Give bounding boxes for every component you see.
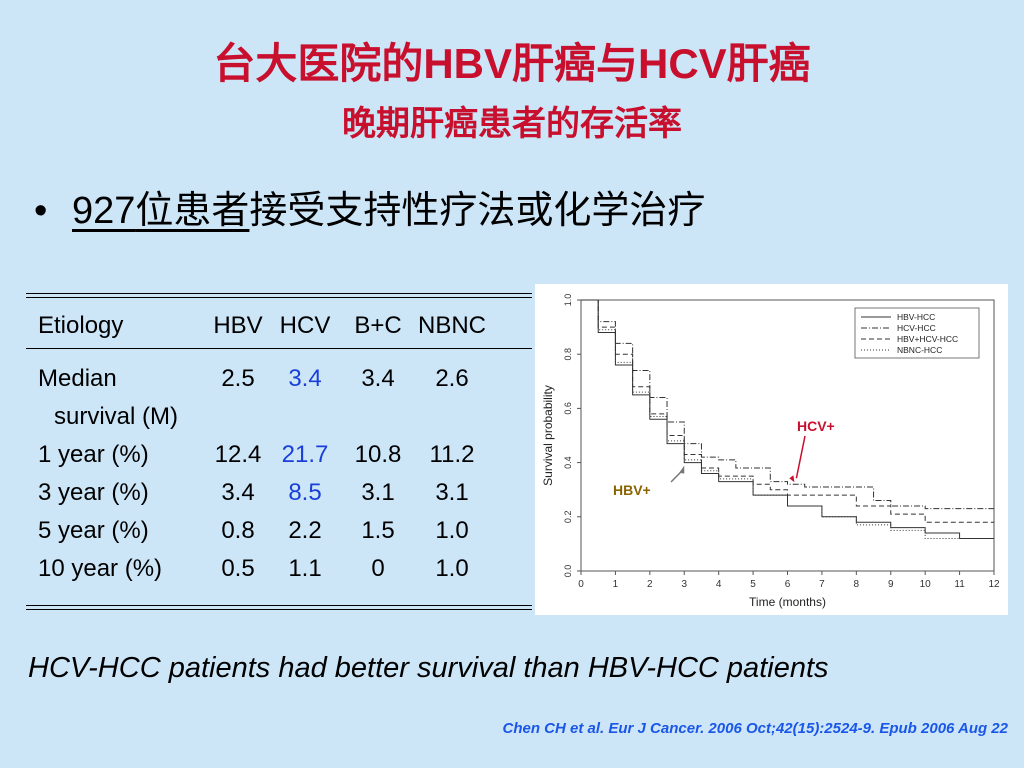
y-tick-label: 0.2 [563,511,573,524]
x-tick-label: 9 [888,579,894,590]
table-bottom-rule-2 [26,609,532,610]
header-hbv: HBV [213,311,263,339]
cell-bc: 0 [371,555,385,582]
table-header-row: Etiology HBV HCV B+C NBNC [26,303,492,348]
cell-bc: 3.4 [361,365,395,392]
x-tick-label: 6 [785,579,791,590]
cell-hbv: 0.8 [221,517,255,544]
y-tick-label: 0.6 [563,402,573,415]
x-tick-label: 3 [681,579,687,590]
x-tick-label: 5 [750,579,756,590]
table-bottom-rule [26,605,532,606]
table-row: 5 year (%) 0.8 2.2 1.5 1.0 [26,512,492,550]
x-tick-label: 12 [988,579,1000,590]
table-row [26,348,492,360]
table-row: survival (M) [26,398,492,436]
annotation-hbv-arrowhead [679,465,685,474]
header-hcv: HCV [279,311,331,339]
row-label: 5 year (%) [38,517,149,544]
y-axis-label: Survival probability [541,385,555,486]
survival-table: Etiology HBV HCV B+C NBNC Median 2.5 3.4… [26,293,532,613]
cell-bc: 10.8 [354,441,402,468]
x-axis-label: Time (months) [749,595,826,609]
x-tick-label: 7 [819,579,825,590]
legend-entry: HBV-HCC [897,312,935,322]
cell-nbnc: 11.2 [429,441,475,468]
table-row: 3 year (%) 3.4 8.5 3.1 3.1 [26,474,492,512]
cell-hcv: 2.2 [288,517,322,544]
row-label: 10 year (%) [38,555,163,582]
table-header-rule [26,348,532,349]
cell-hbv: 2.5 [221,365,255,392]
x-tick-label: 10 [920,579,932,590]
finding-text: HCV-HCC patients had better survival tha… [28,652,829,684]
legend-entry: HBV+HCV-HCC [897,334,958,344]
annotation-hcv-label: HCV+ [797,418,835,434]
annotation-hbv-label: HBV+ [613,482,651,498]
row-label: survival (M) [54,403,178,430]
x-tick-label: 0 [578,579,584,590]
row-label: 1 year (%) [38,441,149,468]
cell-nbnc: 2.6 [435,365,469,392]
bullet-point: • 927位患者接受支持性疗法或化学治疗 [34,188,705,234]
table-row: Median 2.5 3.4 3.4 2.6 [26,360,492,398]
cell-bc: 1.5 [361,517,395,544]
survival-curve-hbv-hcv-hcc [581,299,994,523]
treatment-text: 接受支持性疗法或化学治疗 [249,190,706,232]
table-row: 10 year (%) 0.5 1.1 0 1.0 [26,550,492,588]
slide-title-line2: 晚期肝癌患者的存活率 [342,105,682,143]
legend-entry: NBNC-HCC [897,345,942,355]
cell-bc: 3.1 [361,479,395,506]
cell-hcv: 21.7 [281,441,329,468]
annotation-hcv-arrow [795,435,806,479]
patient-count-number: 927 [72,190,136,232]
header-bc: B+C [354,311,402,339]
y-tick-label: 0.0 [563,565,573,578]
cell-hbv: 12.4 [214,441,262,468]
cell-nbnc: 3.1 [435,479,469,506]
row-label: Median [38,365,117,392]
header-etiology: Etiology [38,311,124,339]
x-tick-label: 4 [716,579,722,590]
x-tick-label: 2 [647,579,653,590]
table-row: 1 year (%) 12.4 21.7 10.8 11.2 [26,436,492,474]
patient-count: 927位患者 [72,190,249,232]
y-tick-label: 0.8 [563,348,573,361]
x-tick-label: 8 [854,579,860,590]
row-label: 3 year (%) [38,479,149,506]
legend-box [854,307,980,359]
cell-hcv: 8.5 [288,479,322,506]
y-tick-label: 1.0 [563,294,573,307]
table-top-rule [26,293,532,294]
cell-nbnc: 1.0 [435,517,469,544]
survival-curve-nbnc-hcc [581,299,994,539]
cell-hbv: 3.4 [221,479,255,506]
survival-chart: 0 1 2 3 4 5 6 7 8 9 10 11 12 0.0 0.2 0.4 0.6 0.8 1.0 Time (… [535,284,1008,615]
cell-hbv: 0.5 [221,555,255,582]
bullet-dot-icon: • [34,190,48,232]
table-top-rule-2 [26,297,532,298]
y-tick-label: 0.4 [563,456,573,469]
legend-entry: HCV-HCC [897,323,936,333]
cell-hcv: 1.1 [288,555,322,582]
annotation-hcv-arrowhead [789,475,795,483]
cell-nbnc: 1.0 [435,555,469,582]
header-nbnc: NBNC [417,311,486,339]
x-tick-label: 1 [613,579,619,590]
citation-text: Chen CH et al. Eur J Cancer. 2006 Oct;42… [502,720,1008,737]
cell-hcv: 3.4 [288,365,322,392]
patient-count-unit: 位患者 [135,190,250,232]
survival-table-grid: Etiology HBV HCV B+C NBNC Median 2.5 3.4… [26,303,492,588]
slide-title-line1: 台大医院的HBV肝癌与HCV肝癌 [213,40,811,87]
x-tick-label: 11 [954,579,965,590]
